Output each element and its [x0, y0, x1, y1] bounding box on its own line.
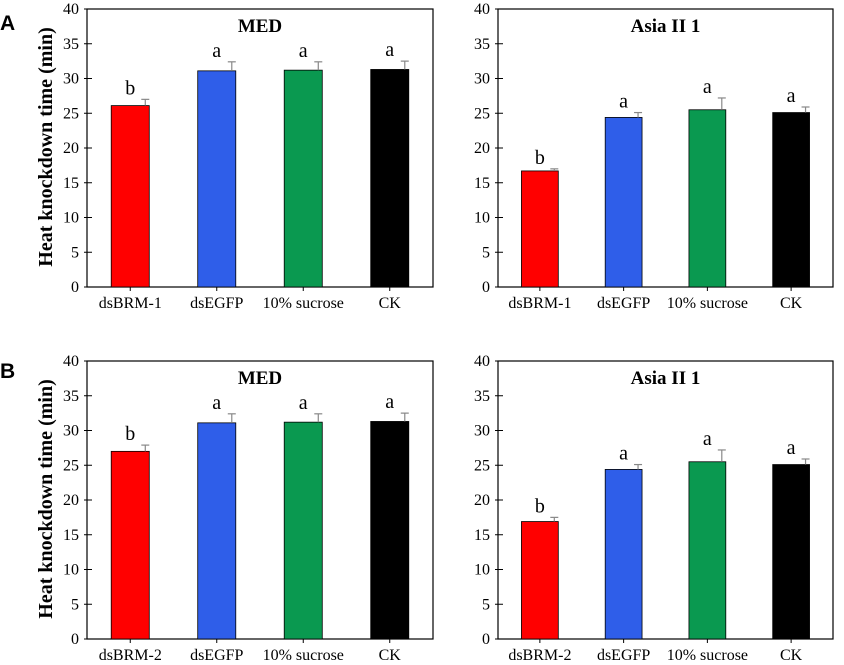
chart-3: 0 5 10 15 20 25 30 35 40 MED b dsBRM-2 a dsEGFP a 10% s…	[63, 353, 434, 664]
bar	[197, 422, 237, 640]
category-label: dsEGFP	[190, 295, 243, 312]
category-label: dsEGFP	[597, 647, 650, 664]
y-tick-label: 20	[474, 140, 490, 157]
panel-label-b: B	[0, 360, 15, 383]
significance-label: a	[212, 40, 221, 62]
category-label: dsEGFP	[190, 647, 243, 664]
significance-label: b	[535, 495, 545, 517]
y-tick-label: 25	[474, 105, 490, 122]
category-label: CK	[379, 295, 402, 312]
chart-4: 0 5 10 15 20 25 30 35 40 Asia II 1 b dsBRM-2 a dsEGFP…	[474, 353, 834, 664]
category-label: 10% sucrose	[667, 295, 748, 312]
significance-label: a	[703, 428, 712, 450]
y-tick-label: 15	[63, 527, 79, 544]
significance-label: a	[385, 39, 394, 61]
category-label: dsBRM-2	[508, 647, 571, 664]
y-tick-label: 30	[63, 423, 79, 440]
significance-label: a	[385, 391, 394, 413]
bar	[604, 469, 643, 640]
significance-label: a	[619, 91, 628, 113]
y-tick-label: 35	[474, 36, 490, 53]
bar	[688, 461, 727, 640]
category-label: CK	[780, 647, 803, 664]
significance-label: a	[787, 437, 796, 459]
y-tick-label: 5	[482, 596, 490, 613]
y-tick-label: 15	[474, 175, 490, 192]
bar	[604, 117, 643, 288]
chart-2: 0 5 10 15 20 25 30 35 40 Asia II 1 b dsBRM-1 a dsEGFP…	[474, 1, 834, 312]
significance-label: a	[703, 76, 712, 98]
bar	[370, 69, 410, 288]
panel-label-a: A	[0, 12, 15, 35]
category-label: CK	[780, 295, 803, 312]
y-tick-label: 40	[63, 1, 79, 18]
bar	[772, 112, 810, 288]
y-tick-label: 0	[482, 279, 490, 296]
category-label: dsBRM-1	[508, 295, 571, 312]
y-tick-label: 5	[71, 596, 79, 613]
category-label: dsBRM-2	[99, 647, 162, 664]
charts-group: 0 5 10 15 20 25 30 35 40 MED b dsBRM-1 a dsEGFP a 10% s…	[63, 1, 834, 664]
y-tick-label: 30	[474, 71, 490, 88]
significance-label: a	[619, 443, 628, 465]
y-tick-label: 40	[474, 353, 490, 370]
y-tick-label: 30	[63, 71, 79, 88]
chart-title: MED	[238, 16, 282, 37]
y-tick-label: 0	[71, 279, 79, 296]
chart-title: Asia II 1	[631, 16, 701, 37]
y-tick-label: 5	[71, 244, 79, 261]
y-tick-label: 10	[63, 562, 79, 579]
y-axis-label-top: Heat knockdown time (min)	[35, 27, 57, 266]
y-tick-label: 20	[63, 140, 79, 157]
bar	[688, 109, 727, 288]
bar	[283, 69, 323, 288]
category-label: 10% sucrose	[263, 295, 344, 312]
y-tick-label: 35	[474, 388, 490, 405]
bar	[772, 464, 810, 640]
y-tick-label: 25	[474, 457, 490, 474]
chart-1: 0 5 10 15 20 25 30 35 40 MED b dsBRM-1 a dsEGFP a 10% s…	[63, 1, 434, 312]
significance-label: a	[787, 85, 796, 107]
bar	[521, 170, 559, 288]
y-tick-label: 20	[474, 492, 490, 509]
significance-label: b	[125, 423, 135, 445]
significance-label: a	[299, 392, 308, 414]
significance-label: a	[299, 40, 308, 62]
category-label: dsEGFP	[597, 295, 650, 312]
y-tick-label: 10	[474, 562, 490, 579]
category-label: 10% sucrose	[667, 647, 748, 664]
y-tick-label: 40	[63, 353, 79, 370]
bar	[370, 421, 410, 640]
category-label: 10% sucrose	[263, 647, 344, 664]
bar	[521, 521, 559, 640]
category-label: CK	[379, 647, 402, 664]
y-tick-label: 10	[63, 210, 79, 227]
significance-label: b	[535, 147, 545, 169]
bar	[197, 70, 237, 288]
category-label: dsBRM-1	[99, 295, 162, 312]
significance-label: b	[125, 77, 135, 99]
y-tick-label: 0	[482, 631, 490, 648]
y-tick-label: 25	[63, 457, 79, 474]
chart-title: Asia II 1	[631, 368, 701, 389]
y-tick-label: 15	[63, 175, 79, 192]
bar	[283, 421, 323, 640]
y-tick-label: 5	[482, 244, 490, 261]
y-tick-label: 20	[63, 492, 79, 509]
y-tick-label: 0	[71, 631, 79, 648]
bar	[110, 105, 150, 288]
y-axis-label-bottom: Heat knockdown time (min)	[35, 379, 57, 618]
y-tick-label: 25	[63, 105, 79, 122]
y-tick-label: 40	[474, 1, 490, 18]
y-tick-label: 35	[63, 388, 79, 405]
y-tick-label: 15	[474, 527, 490, 544]
y-tick-label: 35	[63, 36, 79, 53]
significance-label: a	[212, 392, 221, 414]
y-tick-label: 30	[474, 423, 490, 440]
chart-title: MED	[238, 368, 282, 389]
bar	[110, 450, 150, 640]
y-tick-label: 10	[474, 210, 490, 227]
